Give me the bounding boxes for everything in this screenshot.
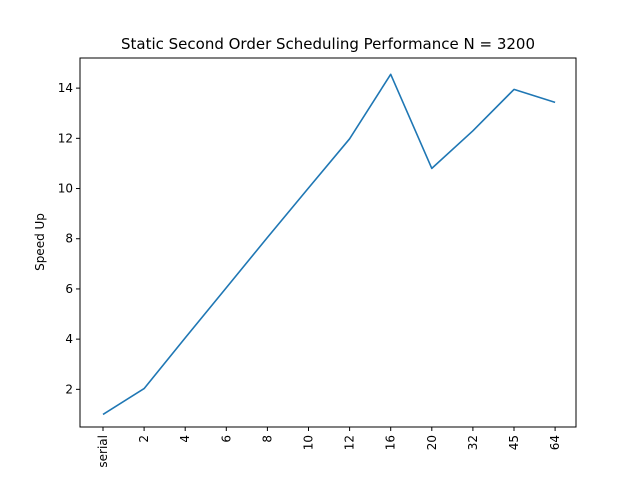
series-line (102, 73, 556, 416)
plot-frame (79, 57, 577, 428)
x-tick-label: 4 (178, 435, 192, 443)
x-tick-label: 10 (302, 435, 316, 450)
x-tick-label: serial (96, 435, 110, 468)
y-axis-label: Speed Up (33, 213, 47, 271)
y-tick-label: 6 (65, 282, 73, 296)
x-tick-label: 8 (260, 435, 274, 443)
y-axis: 2 4 6 8 10 12 14 (58, 81, 80, 396)
x-tick-label: 32 (466, 435, 480, 450)
x-tick-label: 45 (507, 435, 521, 450)
x-tick-label: 20 (425, 435, 439, 450)
y-tick-label: 2 (65, 382, 73, 396)
x-tick-label: 6 (219, 435, 233, 443)
y-tick-label: 10 (58, 182, 73, 196)
y-tick-label: 4 (65, 332, 73, 346)
x-tick-label: 12 (343, 435, 357, 450)
x-axis: serial 2 4 6 8 10 12 16 20 32 45 64 (96, 427, 562, 468)
y-tick-label: 12 (58, 131, 73, 145)
x-tick-label: 16 (384, 435, 398, 450)
y-tick-label: 14 (58, 81, 73, 95)
chart-title: Static Second Order Scheduling Performan… (121, 35, 535, 53)
x-tick-label: 2 (137, 435, 151, 443)
series-layer (102, 73, 556, 416)
y-tick-label: 8 (65, 232, 73, 246)
x-tick-label: 64 (548, 435, 562, 450)
